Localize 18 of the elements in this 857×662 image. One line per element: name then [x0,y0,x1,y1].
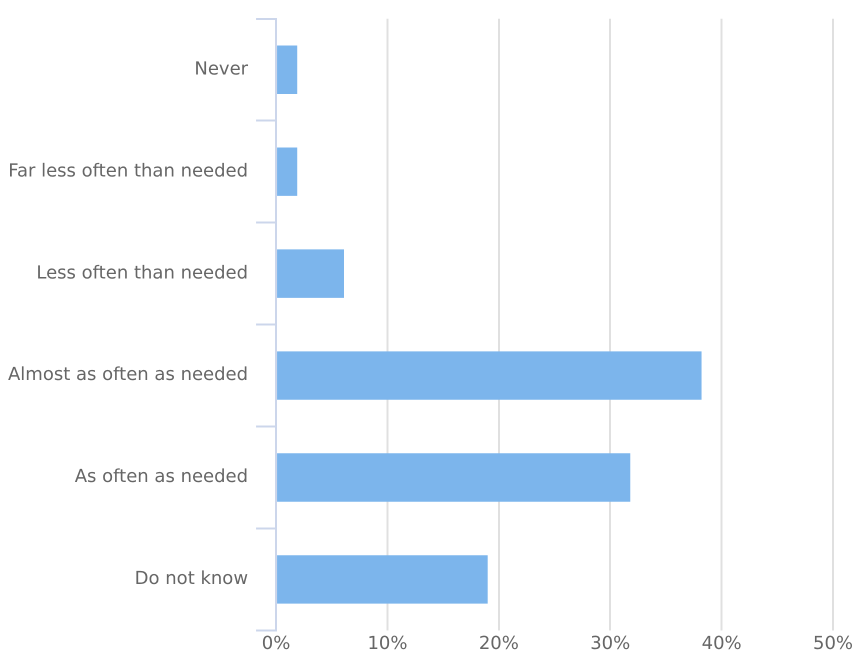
y-tick-label: As often as needed [74,466,248,488]
x-tick-label: 10% [367,632,408,654]
y-tick-label: Almost as often as needed [8,364,248,386]
y-tick-label: Do not know [134,568,248,590]
y-tick-label: Less often than needed [36,262,248,284]
x-tick-label: 20% [478,632,519,654]
bar [277,453,630,502]
x-tick-label: 0% [262,632,290,654]
x-tick-label: 40% [702,632,742,654]
bar [277,249,344,298]
x-tick-label: 30% [590,632,630,654]
x-tick-label: 50% [812,632,854,654]
bar [277,351,702,400]
y-tick-label: Never [194,58,249,80]
bar [277,147,298,196]
y-tick-label: Far less often than needed [8,160,248,182]
bar [277,46,298,94]
bar [277,555,488,604]
